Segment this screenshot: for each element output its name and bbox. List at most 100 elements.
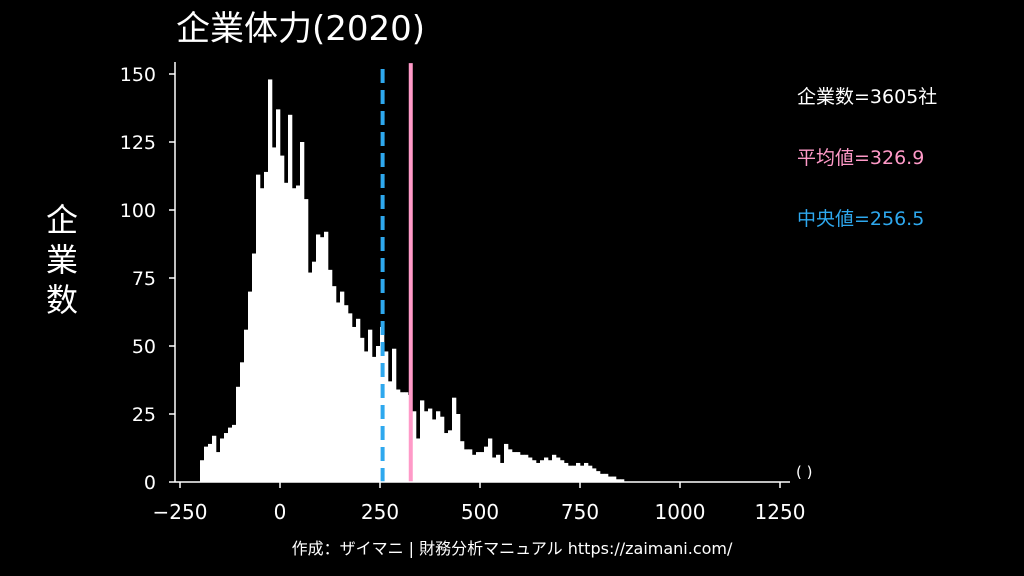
histogram-bar	[552, 455, 556, 482]
y-tick-label: 25	[132, 404, 156, 426]
histogram-bar	[424, 411, 428, 482]
histogram-bar	[344, 305, 348, 482]
histogram-bar	[252, 254, 256, 482]
histogram-bar	[248, 292, 252, 482]
histogram-bar	[236, 387, 240, 482]
x-axis-unit: ( )	[796, 462, 812, 482]
x-tick-label: 1250	[755, 500, 806, 524]
histogram-bar	[460, 441, 464, 482]
histogram-bar	[580, 466, 584, 482]
histogram-bar	[212, 436, 216, 482]
histogram-bar	[360, 338, 364, 482]
y-tick-label: 50	[132, 336, 156, 358]
histogram-bar	[384, 351, 388, 482]
chart-title: 企業体力(2020)	[176, 6, 425, 52]
histogram-bar	[364, 351, 368, 482]
histogram-bar	[468, 449, 472, 482]
histogram-bar	[508, 449, 512, 482]
histogram-bar	[336, 302, 340, 482]
histogram-bar	[296, 186, 300, 482]
histogram-bar	[420, 400, 424, 482]
histogram-bar	[324, 232, 328, 482]
histogram-bar	[544, 458, 548, 482]
y-tick-label: 125	[120, 132, 156, 154]
histogram-bar	[564, 463, 568, 482]
histogram-bar	[228, 428, 232, 482]
histogram-bar	[376, 346, 380, 482]
histogram-bar	[368, 330, 372, 482]
histogram-bar	[532, 460, 536, 482]
histogram-bar	[416, 438, 420, 482]
histogram-bar	[428, 409, 432, 482]
histogram-bar	[540, 460, 544, 482]
histogram-bar	[500, 463, 504, 482]
x-tick-label: 0	[274, 500, 287, 524]
histogram-bar	[548, 460, 552, 482]
histogram-bar	[220, 438, 224, 482]
histogram-bar	[264, 172, 268, 482]
histogram-bar	[568, 466, 572, 482]
histogram-bar	[560, 460, 564, 482]
histogram-bar	[232, 425, 236, 482]
histogram-bar	[484, 447, 488, 482]
y-tick-label: 75	[132, 268, 156, 290]
histogram-bar	[208, 444, 212, 482]
histogram-bar	[260, 188, 264, 482]
histogram-bar	[284, 183, 288, 482]
histogram-bar	[572, 466, 576, 482]
histogram-bar	[536, 463, 540, 482]
histogram-bar	[444, 433, 448, 482]
histogram-bar	[464, 449, 468, 482]
y-tick-label: 150	[120, 64, 156, 86]
histogram-bar	[292, 188, 296, 482]
histogram-bar	[608, 477, 612, 482]
histogram-bar	[520, 455, 524, 482]
x-tick-label: 500	[461, 500, 499, 524]
histogram-bar	[304, 199, 308, 482]
x-tick-label: 750	[561, 500, 599, 524]
histogram-bar	[596, 471, 600, 482]
histogram-bar	[504, 444, 508, 482]
median-annotation: 中央値=256.5	[797, 206, 924, 232]
histogram-bar	[404, 392, 408, 482]
histogram-bar	[340, 292, 344, 482]
histogram-bar	[588, 466, 592, 482]
histogram-bar	[600, 474, 604, 482]
histogram-bar	[268, 79, 272, 482]
histogram-bar	[524, 455, 528, 482]
histogram-bar	[612, 477, 616, 482]
histogram-bar	[372, 357, 376, 482]
histogram-bar	[308, 273, 312, 482]
histogram-bar	[316, 234, 320, 482]
y-tick-label: 0	[144, 472, 156, 494]
histogram-bar	[516, 452, 520, 482]
histogram-bar	[440, 417, 444, 482]
histogram-bar	[276, 109, 280, 482]
mean-annotation: 平均値=326.9	[797, 145, 924, 171]
histogram-bar	[556, 458, 560, 482]
histogram-bar	[244, 330, 248, 482]
histogram-bar	[356, 319, 360, 482]
histogram-bar	[348, 313, 352, 482]
histogram-bar	[456, 414, 460, 482]
histogram-bar	[604, 474, 608, 482]
histogram-bar	[436, 411, 440, 482]
histogram-bar	[352, 327, 356, 482]
x-tick-label: 1000	[655, 500, 706, 524]
y-axis-label: 企業数	[42, 200, 82, 320]
histogram-bar	[584, 463, 588, 482]
histogram-bar	[472, 455, 476, 482]
histogram-bar	[300, 142, 304, 482]
histogram-bar	[432, 419, 436, 482]
histogram-bar	[452, 398, 456, 482]
histogram-bar	[492, 458, 496, 482]
histogram-bar	[200, 460, 204, 482]
histogram-bar	[392, 349, 396, 482]
histogram-bar	[256, 175, 260, 482]
histogram-bar	[528, 458, 532, 482]
histogram-bar	[496, 455, 500, 482]
histogram-bar	[312, 262, 316, 482]
histogram-bar	[328, 270, 332, 482]
histogram-bar	[488, 438, 492, 482]
x-tick-label: 250	[361, 500, 399, 524]
